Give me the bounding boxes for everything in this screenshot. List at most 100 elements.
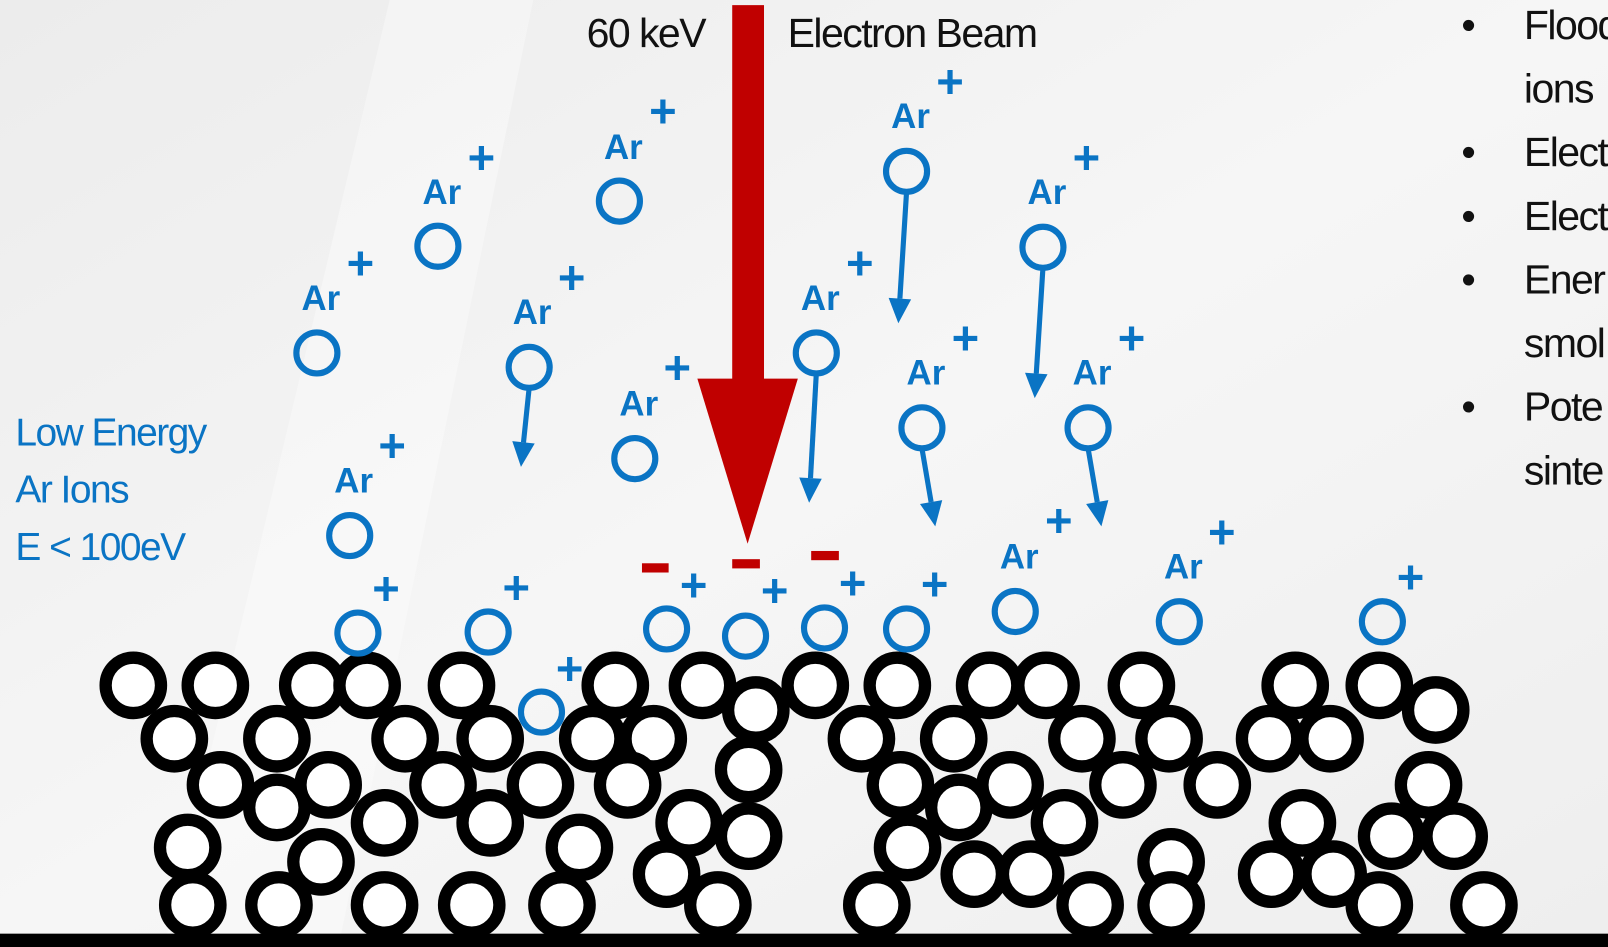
particle [880, 820, 935, 875]
ion-label: Ar [334, 461, 373, 500]
particle [962, 658, 1017, 713]
ion-charge: + [556, 641, 584, 694]
particle [444, 877, 499, 932]
particle [947, 846, 1002, 901]
particle [1268, 658, 1323, 713]
ion-charge: + [1045, 494, 1073, 547]
particle [1054, 711, 1109, 766]
ion-charge: + [664, 341, 692, 394]
ion-label: Ar [302, 279, 341, 318]
particle [1352, 658, 1407, 713]
bullet-text: Elect [1524, 129, 1608, 175]
particle [600, 757, 655, 812]
electron [732, 559, 760, 568]
electron [811, 551, 839, 560]
particle [870, 658, 925, 713]
electron [642, 563, 669, 572]
particle [926, 711, 981, 766]
particle [1018, 658, 1073, 713]
ion-charge: + [347, 236, 375, 289]
ion-label: Ar [1028, 173, 1067, 212]
bullet-marker: • [1461, 384, 1474, 430]
particle [357, 877, 412, 932]
particle [160, 820, 215, 875]
ion-label: Ar [513, 293, 552, 332]
beam-shaft [732, 5, 764, 381]
bullet-text: sinte [1524, 447, 1603, 493]
particle [249, 780, 304, 835]
particle [165, 877, 220, 932]
particle [357, 795, 412, 850]
particle [639, 846, 694, 901]
particle [1190, 757, 1245, 812]
ion-charge: + [558, 250, 586, 303]
ion-charge: + [649, 84, 677, 137]
particle [728, 682, 783, 737]
ion-label: Ar [891, 97, 930, 136]
particle [1275, 795, 1330, 850]
ion-charge: + [502, 560, 530, 613]
particle [1062, 877, 1117, 932]
particle [285, 658, 340, 713]
ion-label: Ar [619, 385, 658, 424]
particle [721, 808, 776, 863]
bullet-marker: • [1461, 256, 1474, 302]
particle [1408, 682, 1463, 737]
particle [552, 820, 607, 875]
ion-charge: + [839, 556, 867, 609]
particle [1242, 711, 1297, 766]
particle [1244, 846, 1299, 901]
ion-charge: + [921, 557, 949, 610]
ion-charge: + [1118, 311, 1146, 364]
ion-label: Ar [1000, 537, 1039, 576]
ion-charge: + [378, 419, 406, 472]
ion-charge: + [1073, 130, 1101, 183]
bullet-text: Ener [1524, 256, 1605, 302]
particle [251, 877, 306, 932]
particle [588, 658, 643, 713]
bullet-marker: • [1461, 193, 1474, 239]
bullet-text: smol [1524, 320, 1604, 366]
ion-charge: + [680, 558, 708, 611]
ion-label: Ar [1073, 354, 1112, 393]
particle [1364, 808, 1419, 863]
particle [931, 780, 986, 835]
bullet-text: Flood [1524, 2, 1608, 48]
particle [1456, 877, 1511, 932]
particle [193, 757, 248, 812]
ion-charge: + [936, 54, 964, 107]
beam-label: Electron Beam [788, 10, 1037, 56]
bullet-text: Elect [1524, 193, 1608, 239]
bullet-marker: • [1461, 2, 1474, 48]
particle [1302, 711, 1357, 766]
ion-charge: + [1397, 550, 1425, 603]
ion-label: Ar [801, 279, 840, 318]
ion-charge: + [952, 311, 980, 364]
particle [1003, 846, 1058, 901]
beam-energy: 60 keV [587, 10, 708, 56]
particle [1141, 711, 1196, 766]
particle [188, 658, 243, 713]
particle [721, 742, 776, 797]
particle [463, 711, 518, 766]
particle [1037, 795, 1092, 850]
ion-charge: + [1208, 505, 1236, 558]
ion-label: Ar [1164, 548, 1203, 587]
particle [873, 757, 928, 812]
page: {"beam": {"energy": "60 keV", "label": "… [0, 0, 1608, 947]
particle [1143, 877, 1198, 932]
particle [849, 877, 904, 932]
ion-charge: + [468, 130, 496, 183]
ion-label: Ar [604, 128, 643, 167]
bullet-text: Pote [1524, 384, 1602, 430]
particle [690, 877, 745, 932]
particle [463, 795, 518, 850]
ion-charge: + [761, 563, 789, 616]
particle [434, 658, 489, 713]
bullet-text: ions [1524, 66, 1594, 112]
substrate [0, 934, 1608, 947]
particle [106, 658, 161, 713]
particle [1095, 757, 1150, 812]
particle [1426, 808, 1481, 863]
ion-label: Ar [907, 354, 946, 393]
